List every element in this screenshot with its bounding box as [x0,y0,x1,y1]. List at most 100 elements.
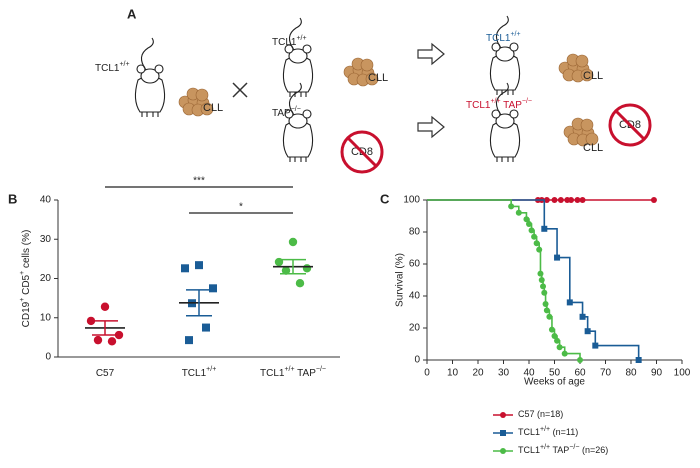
text-part: C57 [96,368,115,379]
mouse-legs [496,157,514,162]
censor-mark [554,254,561,261]
legend-marker [500,448,506,454]
cell [580,68,594,82]
censor-mark [592,342,599,349]
text-part: −/− [569,444,579,451]
censor-mark [561,350,568,357]
mouse-head [495,113,515,129]
y-tick-label: 10 [40,312,52,323]
error-bar [280,258,306,275]
censor-mark [531,233,538,240]
mouse-head [288,113,308,129]
legend-label: TCL1+/+ TAP−/− (n=26) [518,444,608,455]
mouse-legs [289,92,307,97]
text-part: TAP [550,445,569,455]
mouse-tail [495,15,509,49]
legend-label: C57 (n=18) [518,409,563,419]
mouse-label: TAP−/− [272,106,301,118]
mouse-icon [489,15,521,95]
cell-cluster [343,57,379,87]
censor-mark [554,337,561,344]
censor-mark [557,197,564,203]
censor-mark [635,357,642,363]
text-part: TCL1 [466,100,491,111]
censor-mark [540,283,547,290]
y-axis-label: Survival (%) [395,253,406,307]
data-point [93,335,103,345]
text-part: TCL1 [518,445,540,455]
censor-mark [579,313,586,320]
mouse-tail [288,82,302,116]
x-tick-label: TCL1+/+ [182,366,217,378]
panel-letter: A [127,6,137,21]
cell [200,102,214,116]
text-part: TAP [501,100,523,111]
mouse-ear [509,42,519,52]
data-point [114,330,124,340]
panel-letter: C [380,191,390,206]
x-axis-label: Weeks of age [524,377,585,388]
text-part: −/− [522,98,532,105]
censor-mark [556,344,563,351]
mouse-icon [134,37,166,117]
mouse-label: TCL1+/+ [486,31,521,43]
text-part: +/+ [119,61,129,68]
x-tick-label: 90 [651,368,663,379]
mouse-tail [495,82,509,116]
y-tick-label: 30 [40,234,52,245]
significance-label: * [239,202,243,213]
x-tick-label: 0 [424,368,430,379]
text-part: TCL1 [518,427,540,437]
text-part: TCL1 [182,368,207,379]
text-part: (n=26) [579,445,608,455]
text-part: CD5 [21,274,32,297]
censor-mark [528,227,535,234]
censor-mark [551,333,558,339]
censor-mark [568,197,575,203]
cell [195,88,209,102]
y-tick-label: 20 [409,323,421,334]
text-part: C57 (n=18) [518,409,563,419]
censor-mark [508,203,515,210]
text-part: TCL1 [486,33,511,44]
text-part: TAP [295,368,317,379]
y-tick-label: 0 [414,355,420,366]
censor-mark [536,246,543,253]
text-part: +/+ [540,426,550,433]
cell [580,118,594,132]
mouse-ear [302,44,312,54]
y-tick-label: 0 [45,352,51,363]
y-tick-label: 20 [40,273,52,284]
mouse-ear [509,109,519,119]
x-tick-label: 10 [447,368,459,379]
mouse-head [495,46,515,62]
y-tick-label: 60 [409,259,421,270]
y-axis-label: CD19+ CD5+ cells (%) [19,230,31,328]
text-part: +/+ [540,444,550,451]
data-point [185,336,193,345]
text-part: CD19 [21,301,32,327]
data-point [86,316,96,326]
mouse-icon [282,82,314,162]
survival-line [427,199,640,360]
x-tick-label: 80 [625,368,637,379]
mouse-label: TCL1+/+ [272,35,307,47]
arrow [417,42,445,139]
no-sign-bar [346,136,378,168]
censor-mark [584,328,591,335]
censor-mark [543,307,550,314]
text-part: TAP [272,108,291,119]
x-tick-label: C57 [96,368,115,379]
x-tick-label: 70 [600,368,612,379]
x-tick-label: 60 [574,368,586,379]
x-tick-label: 40 [523,368,535,379]
mouse-ear [154,64,164,74]
text-part: + [19,298,26,302]
data-point [202,323,210,332]
y-tick-label: 80 [409,227,421,238]
cross [232,82,248,98]
mouse-head [288,48,308,64]
significance-label: *** [193,176,205,187]
text-part: +/+ [296,35,306,42]
no-sign-bar [614,109,646,141]
